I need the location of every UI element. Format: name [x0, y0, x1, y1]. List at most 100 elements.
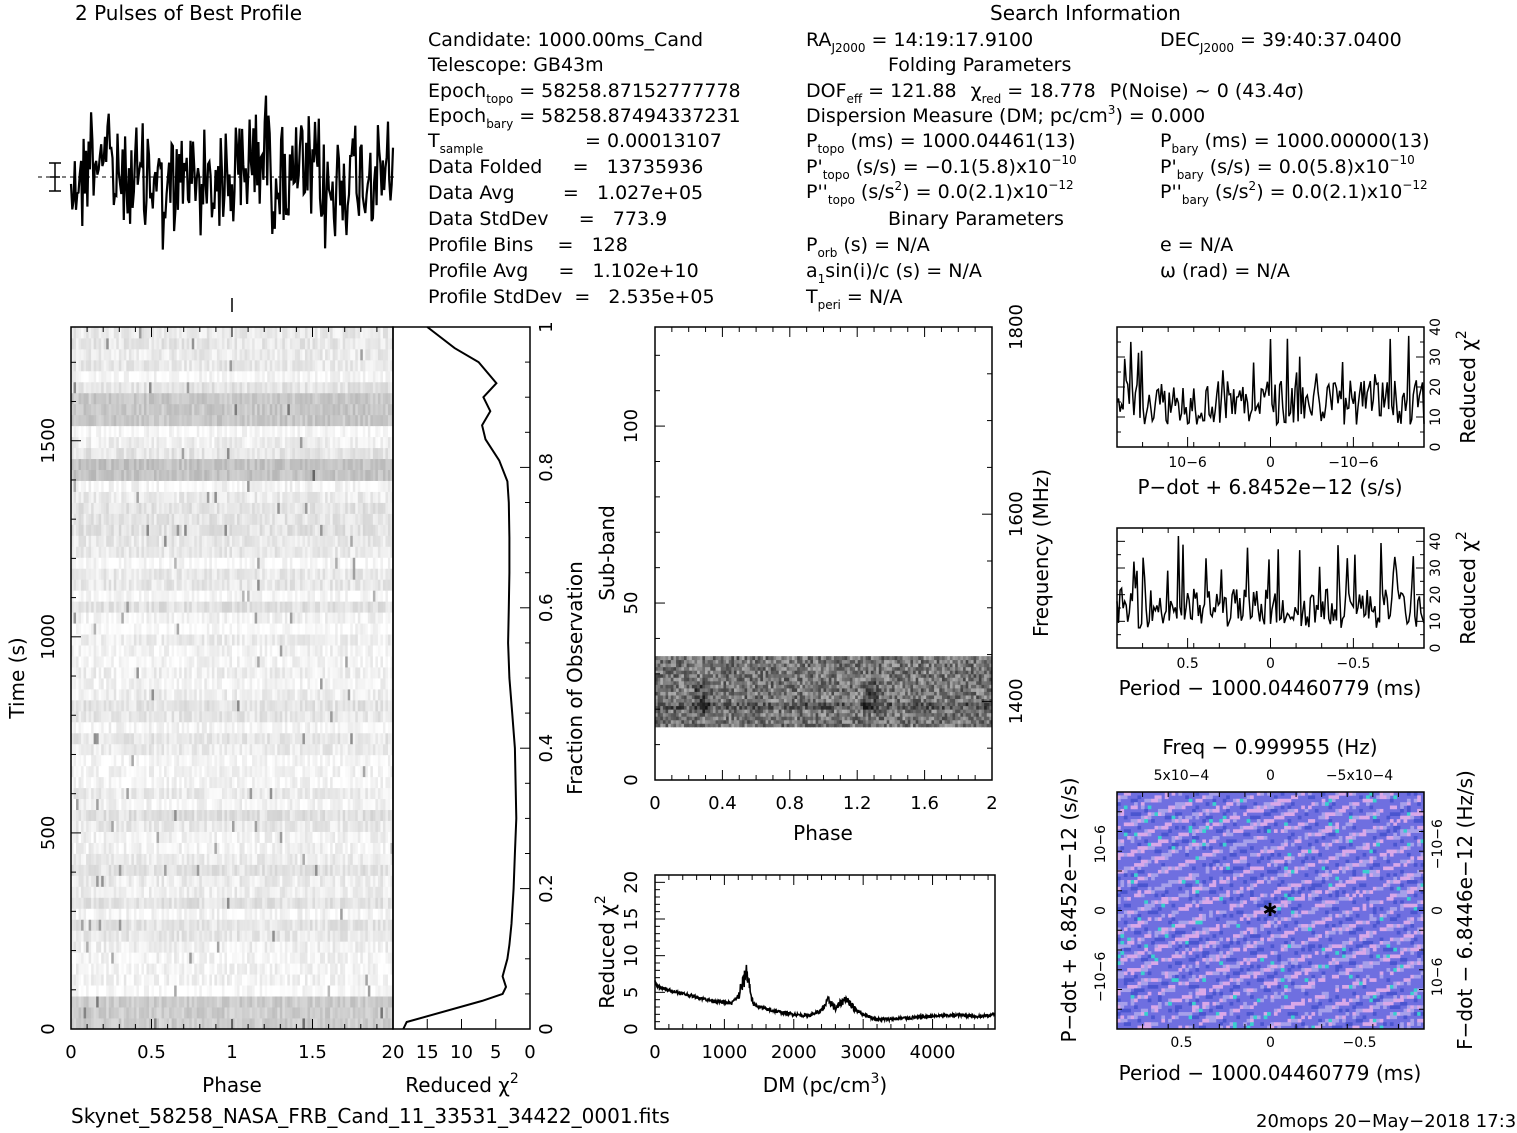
time-phase-cell	[169, 864, 173, 876]
time-phase-cell	[370, 656, 374, 668]
time-phase-cell	[128, 1018, 132, 1030]
time-phase-cell	[81, 721, 84, 734]
time-phase-cell	[179, 678, 183, 690]
time-phase-cell	[96, 875, 100, 887]
time-phase-cell	[156, 798, 160, 811]
time-phase-cell	[299, 656, 303, 668]
time-phase-cell	[164, 645, 167, 657]
time-phase-cell	[332, 952, 336, 964]
time-phase-cell	[360, 985, 364, 997]
time-phase-cell	[247, 886, 251, 898]
time-phase-cell	[309, 688, 313, 701]
time-phase-cell	[211, 634, 215, 646]
time-phase-cell	[232, 842, 235, 854]
time-phase-cell	[224, 875, 228, 887]
time-phase-cell	[164, 831, 167, 843]
time-phase-cell	[284, 908, 288, 920]
time-phase-cell	[78, 765, 82, 778]
time-phase-cell	[317, 853, 321, 865]
time-phase-cell	[143, 721, 147, 734]
time-phase-cell	[315, 886, 318, 898]
time-phase-cell	[174, 941, 178, 953]
time-phase-cell	[93, 952, 97, 964]
time-phase-cell	[234, 941, 238, 953]
time-phase-cell	[330, 963, 334, 975]
time-phase-cell	[284, 897, 288, 909]
time-phase-cell	[352, 743, 356, 756]
time-phase-cell	[71, 919, 74, 931]
time-phase-cell	[289, 710, 293, 723]
time-phase-cell	[201, 853, 205, 865]
time-phase-cell	[325, 875, 328, 887]
time-phase-cell	[196, 699, 200, 712]
time-phase-cell	[302, 974, 306, 986]
time-phase-cell	[279, 732, 283, 745]
time-phase-cell	[196, 842, 200, 854]
time-phase-cell	[136, 798, 140, 811]
time-phase-cell	[116, 699, 120, 712]
time-phase-cell	[320, 996, 323, 1008]
time-phase-cell	[360, 732, 364, 745]
time-phase-cell	[78, 820, 82, 832]
time-phase-cell	[335, 765, 339, 778]
time-phase-cell	[360, 765, 364, 778]
time-phase-cell	[169, 952, 173, 964]
time-phase-cell	[224, 699, 228, 712]
time-phase-cell	[317, 732, 321, 745]
time-phase-cell	[322, 919, 326, 931]
time-phase-cell	[367, 645, 371, 657]
time-phase-cell	[330, 864, 334, 876]
time-phase-cell	[342, 645, 346, 657]
time-phase-cell	[254, 743, 258, 756]
time-phase-cell	[337, 809, 341, 821]
time-phase-cell	[360, 721, 364, 734]
time-phase-cell	[254, 688, 258, 701]
time-phase-cell	[239, 941, 243, 953]
time-phase-cell	[327, 864, 331, 876]
time-phase-cell	[184, 985, 188, 997]
time-phase-cell	[204, 1007, 208, 1019]
time-phase-cell	[382, 908, 386, 920]
time-phase-cell	[121, 721, 125, 734]
time-phase-cell	[254, 1007, 258, 1019]
time-phase-cell	[171, 699, 175, 712]
time-phase-cell	[136, 634, 140, 646]
time-phase-cell	[103, 765, 107, 778]
time-phase-cell	[164, 963, 167, 975]
time-phase-cell	[367, 765, 371, 778]
time-phase-cell	[272, 656, 276, 668]
time-phase-cell	[297, 930, 301, 942]
time-phase-cell	[229, 875, 233, 887]
time-phase-cell	[103, 688, 107, 701]
time-phase-cell	[289, 930, 293, 942]
time-phase-cell	[131, 886, 135, 898]
time-phase-cell	[138, 919, 142, 931]
time-phase-cell	[204, 732, 208, 745]
time-phase-cell	[312, 1007, 316, 1019]
time-phase-cell	[264, 809, 268, 821]
time-phase-cell	[101, 963, 105, 975]
time-phase-cell	[196, 886, 200, 898]
time-phase-cell	[133, 831, 137, 843]
time-phase-cell	[103, 1007, 107, 1019]
time-phase-cell	[367, 732, 371, 745]
time-phase-cell	[385, 1007, 389, 1019]
time-phase-cell	[390, 930, 394, 942]
time-phase-cell	[299, 996, 303, 1008]
time-phase-cell	[98, 952, 102, 964]
time-phase-cell	[194, 612, 198, 624]
time-phase-cell	[118, 941, 122, 953]
time-phase-cell	[113, 601, 117, 613]
time-phase-cell	[252, 985, 256, 997]
time-phase-cell	[385, 699, 389, 712]
time-phase-cell	[320, 645, 323, 657]
time-phase-cell	[199, 952, 203, 964]
time-phase-cell	[226, 831, 230, 843]
time-phase-cell	[76, 908, 79, 920]
time-phase-cell	[332, 656, 336, 668]
time-phase-cell	[282, 864, 286, 876]
time-phase-cell	[242, 963, 245, 975]
time-phase-cell	[279, 699, 283, 712]
time-phase-cell	[96, 601, 100, 613]
time-phase-cell	[209, 732, 213, 745]
